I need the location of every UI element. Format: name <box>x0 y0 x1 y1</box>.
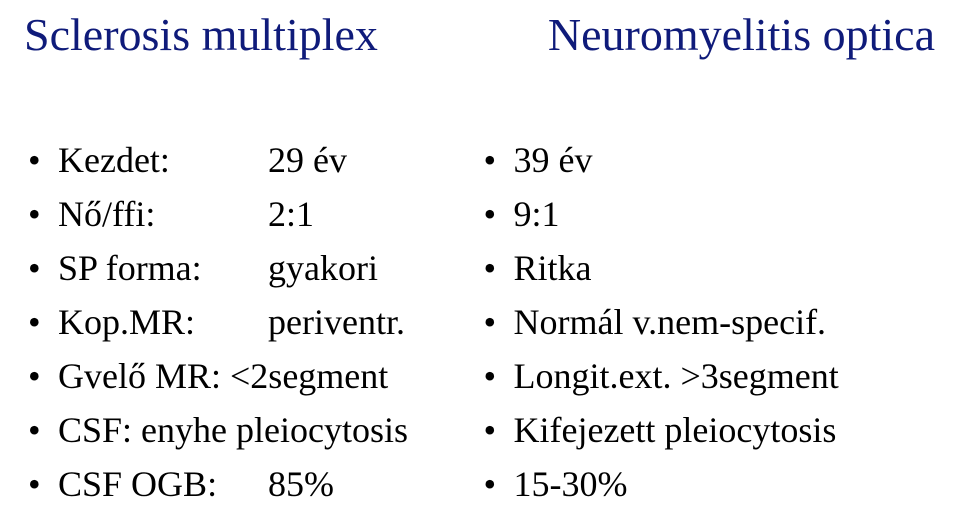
list-item: SP forma: gyakori <box>24 241 480 295</box>
row-value: gyakori <box>268 241 378 295</box>
list-item: Kifejezett pleiocytosis <box>480 403 936 457</box>
row-label: Kop.MR: <box>58 295 268 349</box>
list-item: Kop.MR: periventr. <box>24 295 480 349</box>
row-value: 29 év <box>268 133 347 187</box>
list-item: Nő/ffi: 2:1 <box>24 187 480 241</box>
list-item: 39 év <box>480 133 936 187</box>
item-text: 39 év <box>514 140 593 180</box>
left-bullet-list: Kezdet: 29 év Nő/ffi: 2:1 SP forma: gyak… <box>24 133 480 511</box>
title-left: Sclerosis multiplex <box>24 10 378 61</box>
item-text: Normál v.nem-specif. <box>514 302 827 342</box>
list-item: Normál v.nem-specif. <box>480 295 936 349</box>
row-value: periventr. <box>268 295 405 349</box>
title-right: Neuromyelitis optica <box>548 10 935 61</box>
item-text: Kifejezett pleiocytosis <box>514 410 837 450</box>
row-label: CSF OGB: <box>58 457 268 511</box>
list-item: 9:1 <box>480 187 936 241</box>
list-item: Ritka <box>480 241 936 295</box>
row-label: SP forma: <box>58 241 268 295</box>
title-row: Sclerosis multiplex Neuromyelitis optica <box>24 10 935 61</box>
list-item: Kezdet: 29 év <box>24 133 480 187</box>
columns: Kezdet: 29 év Nő/ffi: 2:1 SP forma: gyak… <box>24 133 935 511</box>
list-item: 15-30% <box>480 457 936 511</box>
right-bullet-list: 39 év 9:1 Ritka Normál v.nem-specif. Lon… <box>480 133 936 511</box>
right-column: 39 év 9:1 Ritka Normál v.nem-specif. Lon… <box>480 133 936 511</box>
row-label: Nő/ffi: <box>58 187 268 241</box>
left-column: Kezdet: 29 év Nő/ffi: 2:1 SP forma: gyak… <box>24 133 480 511</box>
list-item: CSF OGB: 85% <box>24 457 480 511</box>
row-label: Kezdet: <box>58 133 268 187</box>
item-text: Ritka <box>514 248 592 288</box>
row-value: 2:1 <box>268 187 314 241</box>
slide: Sclerosis multiplex Neuromyelitis optica… <box>0 0 959 513</box>
list-item: CSF: enyhe pleiocytosis <box>24 403 480 457</box>
row-label: Gvelő MR: <2segment <box>58 356 388 396</box>
list-item: Longit.ext. >3segment <box>480 349 936 403</box>
list-item: Gvelő MR: <2segment <box>24 349 480 403</box>
row-label: CSF: enyhe pleiocytosis <box>58 410 408 450</box>
row-value: 85% <box>268 457 334 511</box>
item-text: Longit.ext. >3segment <box>514 356 839 396</box>
item-text: 9:1 <box>514 194 560 234</box>
item-text: 15-30% <box>514 464 628 504</box>
